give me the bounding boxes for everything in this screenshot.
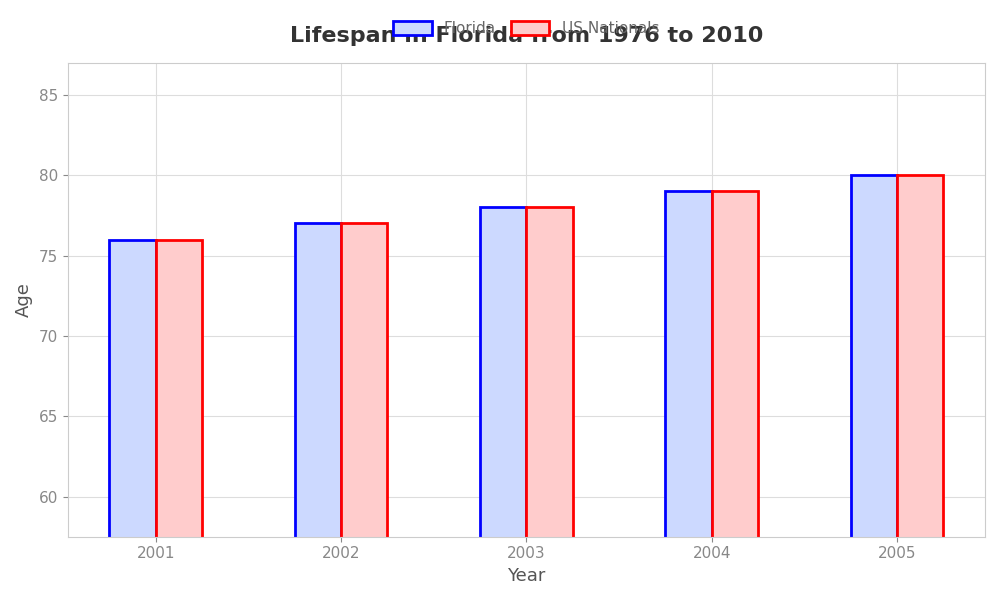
Bar: [897, 175, 943, 600]
Bar: [851, 175, 897, 600]
Bar: [295, 223, 341, 600]
Bar: [526, 208, 573, 600]
Bar: [109, 239, 156, 600]
Title: Lifespan in Florida from 1976 to 2010: Lifespan in Florida from 1976 to 2010: [290, 26, 763, 46]
Bar: [341, 223, 387, 600]
Y-axis label: Age: Age: [15, 283, 33, 317]
Bar: [712, 191, 758, 600]
Bar: [156, 239, 202, 600]
Bar: [480, 208, 526, 600]
Legend: Florida, US Nationals: Florida, US Nationals: [386, 14, 667, 44]
X-axis label: Year: Year: [507, 567, 546, 585]
Bar: [665, 191, 712, 600]
